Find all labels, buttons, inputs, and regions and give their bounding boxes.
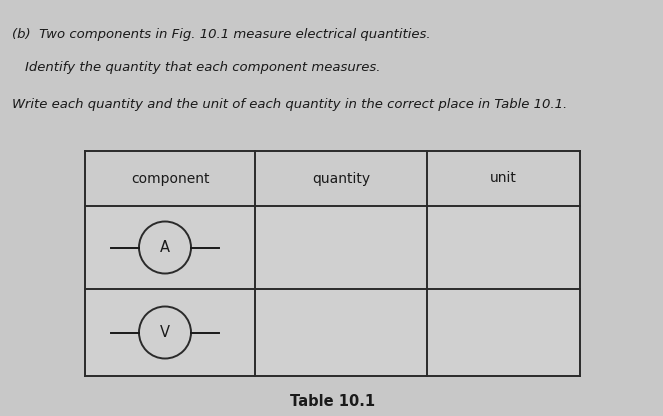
Text: unit: unit (490, 171, 517, 186)
Text: Identify the quantity that each component measures.: Identify the quantity that each componen… (25, 61, 381, 74)
Bar (256, 207, 426, 288)
Text: A: A (160, 240, 170, 255)
Bar (256, 290, 426, 375)
Text: V: V (160, 325, 170, 340)
Bar (85, 151, 580, 376)
Bar (86, 207, 255, 288)
Bar (86, 152, 579, 206)
Text: (b)  Two components in Fig. 10.1 measure electrical quantities.: (b) Two components in Fig. 10.1 measure … (12, 28, 431, 41)
Bar (428, 290, 579, 375)
Text: Table 10.1: Table 10.1 (290, 394, 375, 409)
Bar (428, 207, 579, 288)
Text: quantity: quantity (312, 171, 370, 186)
Text: component: component (131, 171, 210, 186)
Bar (86, 290, 255, 375)
Text: Write each quantity and the unit of each quantity in the correct place in Table : Write each quantity and the unit of each… (12, 98, 568, 111)
